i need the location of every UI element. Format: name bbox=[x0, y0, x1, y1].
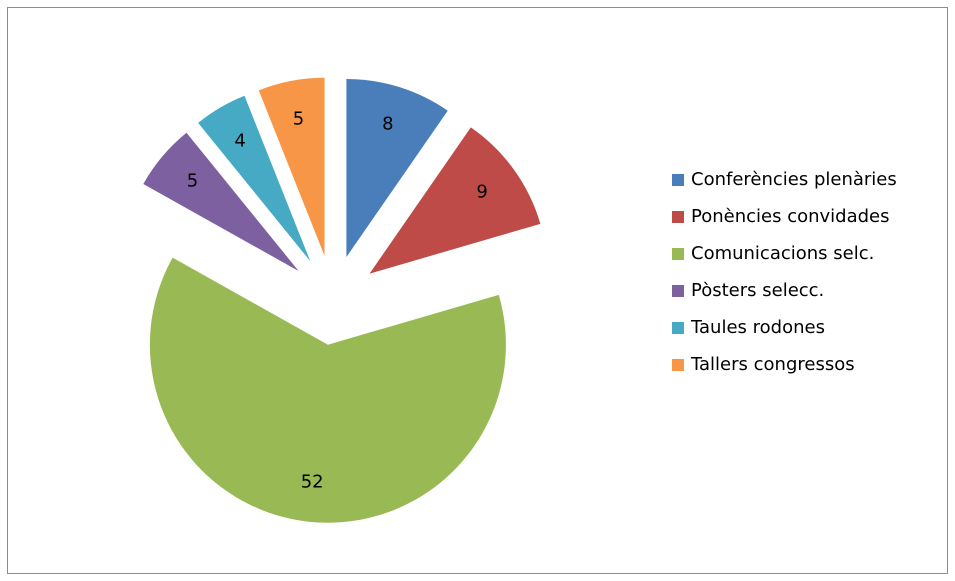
legend-swatch bbox=[672, 174, 684, 186]
legend-label: Tallers congressos bbox=[690, 354, 855, 375]
legend-label: Conferències plenàries bbox=[691, 169, 897, 190]
legend-swatch bbox=[672, 211, 684, 223]
data-label: 52 bbox=[301, 472, 324, 493]
data-label: 5 bbox=[187, 171, 198, 192]
data-label: 4 bbox=[234, 130, 245, 151]
pie-slice bbox=[143, 132, 299, 272]
legend-swatch bbox=[672, 285, 684, 297]
data-label: 8 bbox=[382, 114, 393, 135]
data-label: 5 bbox=[293, 108, 304, 129]
pie-slice bbox=[198, 95, 311, 262]
pie-slice bbox=[369, 127, 541, 274]
pie-slice bbox=[346, 79, 448, 258]
legend-swatch bbox=[672, 248, 684, 260]
legend-label: Taules rodones bbox=[690, 317, 825, 338]
legend-label: Pòsters selecc. bbox=[691, 280, 824, 301]
pie-slice bbox=[258, 77, 325, 256]
legend-swatch bbox=[672, 359, 684, 371]
pie-slice bbox=[149, 257, 506, 523]
legend-swatch bbox=[672, 322, 684, 334]
legend-label: Comunicacions selc. bbox=[691, 243, 874, 264]
data-label: 9 bbox=[476, 182, 487, 203]
legend-label: Ponències convidades bbox=[691, 206, 890, 227]
